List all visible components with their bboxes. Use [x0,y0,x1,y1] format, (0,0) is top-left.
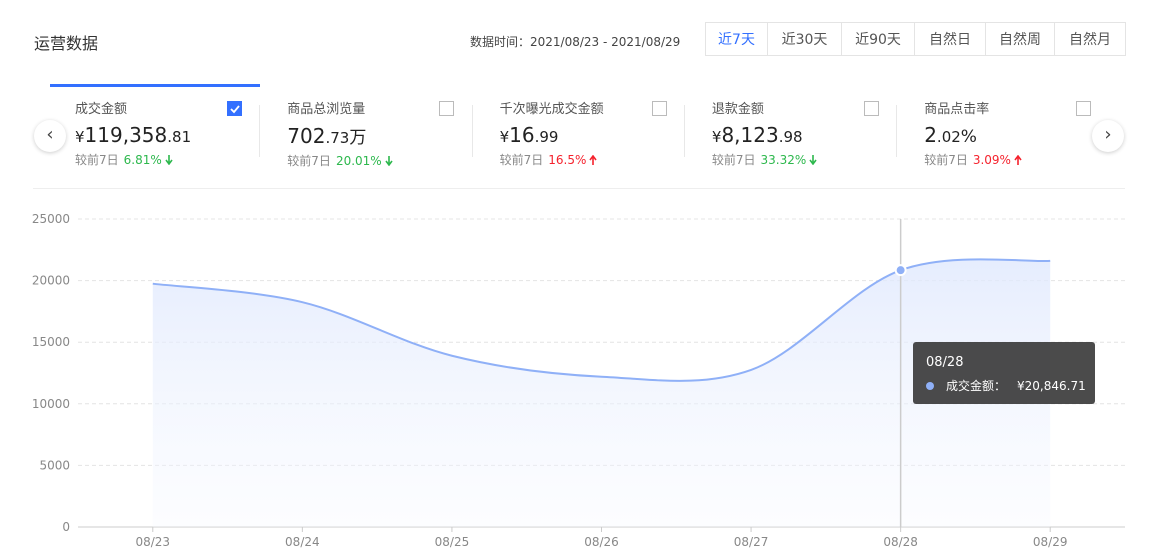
integer: 2 [924,123,937,147]
kpi-label: 商品总浏览量 [287,102,366,117]
range-tab[interactable]: 自然月 [1054,22,1126,56]
x-tick-label: 08/27 [734,535,769,549]
active-indicator [50,84,260,87]
card-separator [683,105,685,157]
kpi-card[interactable]: 千次曝光成交金额 ¥16.99 较前7日 16.5% [500,98,700,168]
y-tick-label: 20000 [32,274,70,288]
x-tick-label: 08/25 [435,535,470,549]
kpi-card[interactable]: 商品总浏览量 702.73万较前7日 20.01% [287,98,487,169]
kpi-label: 商品点击率 [924,102,990,117]
x-tick-label: 08/23 [135,535,170,549]
kpi-value: 2.02% [924,123,1124,147]
prev-button[interactable]: ‹ [34,120,66,152]
kpi-compare: 较前7日 33.32% [712,151,912,168]
kpi-compare: 较前7日 16.5% [500,151,700,168]
compare-label: 较前7日 [75,153,119,167]
next-button[interactable]: › [1092,120,1124,152]
divider [33,188,1125,189]
trend-arrow [165,153,173,167]
integer: 702 [287,124,326,148]
checkbox[interactable] [1076,101,1092,116]
tooltip-label: 成交金额： [946,378,1006,393]
change: 33.32% [760,153,807,167]
integer: 119,358 [84,123,168,147]
page-title: 运营数据 [34,34,99,53]
x-tick-label: 08/26 [584,535,619,549]
checkbox[interactable] [439,101,455,116]
y-tick-label: 0 [62,520,70,534]
kpi-label: 成交金额 [75,102,128,117]
unit: 万 [349,128,367,148]
compare-label: 较前7日 [924,153,968,167]
currency: ¥ [711,128,722,146]
kpi-value: ¥119,358.81 [75,123,275,147]
tooltip-title: 08/28 [926,355,963,370]
kpi-compare: 较前7日 20.01% [287,152,487,169]
kpi-compare: 较前7日 6.81% [75,151,275,168]
range-tab[interactable]: 近90天 [841,22,915,56]
checkbox[interactable] [863,101,879,116]
point [894,264,907,277]
range-tab[interactable]: 自然日 [914,22,986,56]
decimal: .98 [778,128,803,146]
checkbox[interactable] [227,101,242,116]
x-tick-label: 08/28 [883,535,918,549]
currency: ¥ [75,128,85,146]
y-tick-label: 25000 [32,212,70,226]
range-tab[interactable]: 自然周 [985,22,1055,56]
trend-arrow [809,153,817,167]
y-tick-label: 15000 [32,335,70,349]
y-tick-label: 5000 [39,458,70,472]
kpi-compare: 较前7日 3.09% [924,151,1124,168]
decimal: .81 [167,128,192,146]
card-separator [259,105,261,157]
decimal: .73 [325,129,350,147]
unit: % [960,127,977,147]
integer: 16 [509,123,535,147]
range-tab[interactable]: 近30天 [767,22,842,56]
y-tick-label: 10000 [32,397,70,411]
kpi-label: 退款金额 [711,102,764,117]
kpi-value: ¥16.99 [500,123,700,147]
date-label: 数据时间：2021/08/23 - 2021/08/29 [470,35,681,49]
decimal: .02 [936,128,961,146]
compare-label: 较前7日 [711,153,756,167]
change: 20.01% [335,154,382,168]
kpi-card[interactable]: 成交金额 ¥119,358.81 较前7日 6.81% [75,98,275,168]
change: 3.09% [972,153,1011,167]
tooltip [913,342,1095,404]
trend-arrow [1014,153,1022,167]
kpi-card[interactable]: 商品点击率 2.02% 较前7日 3.09% [924,98,1124,168]
card-separator [471,105,473,157]
x-tick-label: 08/24 [285,535,320,549]
area [152,259,1051,527]
kpi-value: 702.73万 [287,123,487,148]
kpi-label: 千次曝光成交金额 [499,102,604,117]
change: 6.81% [123,153,162,167]
range-tab[interactable]: 近7天 [705,22,768,56]
card-separator [896,105,898,157]
compare-label: 较前7日 [287,154,331,168]
trend-arrow [589,153,597,167]
kpi-card[interactable]: 退款金额 ¥8,123.98 较前7日 33.32% [712,98,912,168]
compare-label: 较前7日 [499,153,544,167]
tooltip-value: ¥20,846.71 [1017,379,1086,393]
decimal: .99 [534,128,559,146]
kpi-value: ¥8,123.98 [712,123,912,147]
x-tick-label: 08/29 [1033,535,1068,549]
integer: 8,123 [721,123,779,147]
trend-arrow [385,154,393,168]
change: 16.5% [548,153,587,167]
tooltip-marker [926,382,934,390]
checkbox[interactable] [651,101,667,116]
currency: ¥ [499,128,510,146]
